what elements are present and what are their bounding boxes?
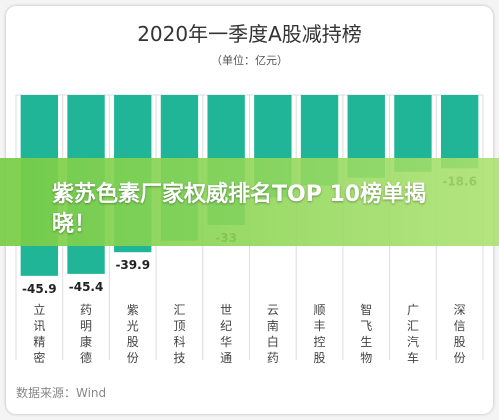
category-label-1: 立讯精密 xyxy=(33,302,45,365)
chart-subtitle: （单位：亿元） xyxy=(211,54,288,67)
overlay-banner xyxy=(0,158,499,246)
data-label-1: -45.9 xyxy=(22,282,57,296)
chart-title: 2020年一季度A股减持榜 xyxy=(137,22,362,46)
category-label-10: 深信股份 xyxy=(454,303,466,365)
category-label-7: 顺丰控股 xyxy=(314,303,326,365)
category-label-3: 紫光股份 xyxy=(127,303,139,365)
data-source-note: 数据来源：Wind xyxy=(16,386,107,400)
data-label-2: -45.4 xyxy=(69,280,104,294)
category-label-9: 广汇汽车 xyxy=(407,303,419,365)
category-label-4: 汇顶科技 xyxy=(173,303,185,365)
category-label-8: 智飞生物 xyxy=(360,302,372,365)
banner-headline[interactable]: 紫苏色素厂家权威排名TOP 10榜单揭晓！ xyxy=(52,182,427,237)
category-label-5: 世纪华通 xyxy=(220,303,232,365)
data-label-3: -39.9 xyxy=(115,258,150,272)
category-label-2: 药明康德 xyxy=(80,303,92,365)
category-label-6: 云南白药 xyxy=(267,303,279,365)
bar-10 xyxy=(440,95,479,169)
